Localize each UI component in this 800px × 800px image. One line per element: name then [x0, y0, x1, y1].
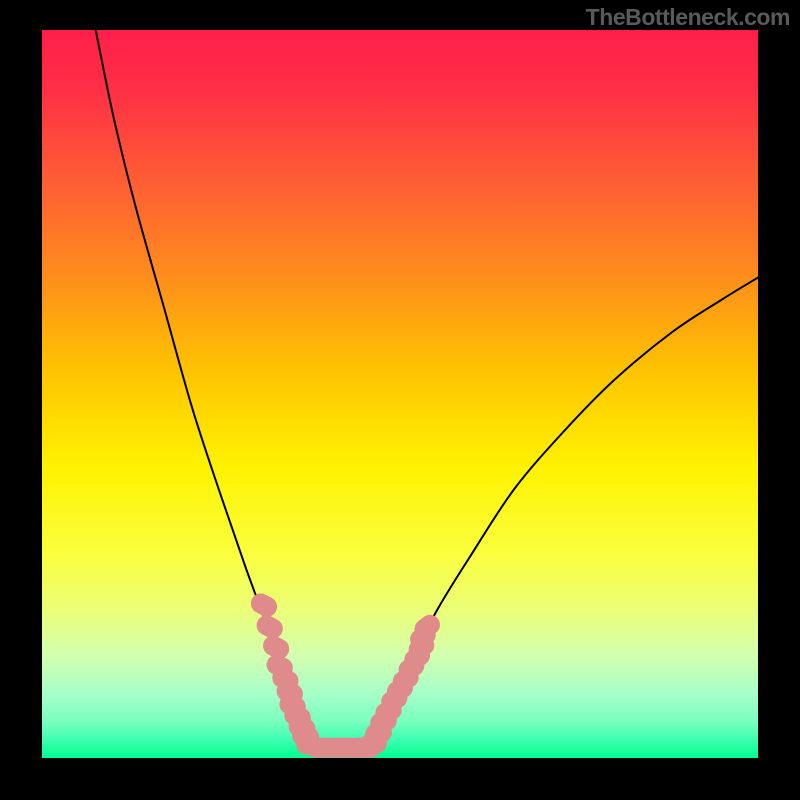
- bottleneck-chart-svg: [0, 0, 800, 800]
- watermark-text: TheBottleneck.com: [586, 4, 790, 31]
- chart-root: TheBottleneck.com: [0, 0, 800, 800]
- gradient-plot-area: [42, 30, 758, 758]
